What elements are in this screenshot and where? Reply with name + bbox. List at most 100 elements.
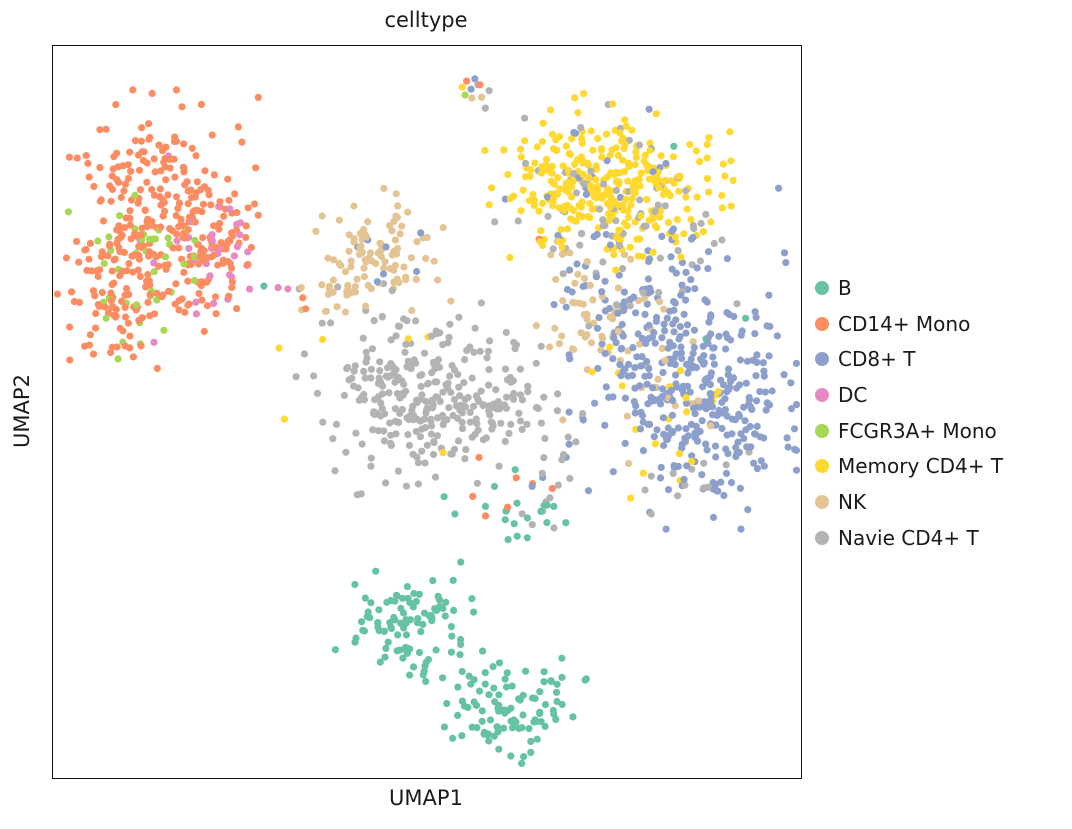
- scatter-point: [121, 224, 129, 232]
- scatter-point: [466, 418, 474, 426]
- scatter-point: [461, 356, 469, 364]
- scatter-point: [523, 420, 531, 428]
- scatter-point: [579, 170, 587, 178]
- scatter-point: [485, 201, 493, 209]
- scatter-point: [115, 227, 123, 235]
- scatter-point: [157, 223, 165, 231]
- scatter-point: [53, 290, 62, 298]
- scatter-point: [783, 434, 791, 442]
- scatter-point: [184, 200, 192, 208]
- legend-swatch-icon: [815, 280, 829, 295]
- scatter-point: [127, 167, 135, 175]
- scatter-point: [458, 732, 466, 740]
- scatter-point: [527, 166, 535, 174]
- scatter-point: [540, 393, 548, 401]
- scatter-point: [654, 201, 662, 209]
- scatter-point: [155, 141, 163, 149]
- scatter-point: [388, 287, 396, 295]
- scatter-point: [460, 379, 468, 387]
- scatter-point: [577, 124, 585, 132]
- scatter-point: [752, 372, 760, 380]
- scatter-point: [614, 327, 622, 335]
- scatter-point: [390, 278, 398, 286]
- scatter-point: [129, 353, 137, 361]
- scatter-point: [577, 153, 586, 161]
- scatter-point: [210, 171, 218, 179]
- legend-item-label: B: [838, 275, 852, 300]
- legend-item-label: DC: [838, 382, 868, 407]
- scatter-point: [675, 187, 683, 195]
- scatter-point: [378, 405, 386, 413]
- scatter-point: [184, 187, 192, 195]
- scatter-point: [731, 416, 739, 424]
- scatter-point: [135, 316, 143, 324]
- scatter-point: [517, 207, 525, 215]
- scatter-point: [318, 281, 326, 289]
- scatter-point: [210, 299, 218, 307]
- scatter-point: [608, 146, 616, 154]
- scatter-point: [350, 238, 358, 246]
- scatter-point: [664, 219, 673, 227]
- scatter-point: [595, 314, 603, 322]
- scatter-point: [709, 353, 717, 361]
- scatter-point: [620, 306, 628, 315]
- scatter-point: [572, 438, 580, 446]
- scatter-point: [744, 506, 752, 514]
- scatter-point: [674, 424, 683, 432]
- scatter-point: [768, 387, 776, 395]
- scatter-point: [683, 321, 692, 329]
- scatter-point: [671, 233, 679, 241]
- scatter-point: [250, 200, 259, 208]
- scatter-point: [688, 452, 696, 460]
- scatter-point: [700, 459, 708, 467]
- scatter-point: [537, 342, 545, 350]
- scatter-point: [576, 241, 584, 249]
- scatter-point: [402, 340, 410, 348]
- scatter-point: [345, 247, 353, 255]
- scatter-point: [417, 628, 425, 636]
- scatter-point: [721, 406, 730, 414]
- scatter-point: [379, 382, 387, 390]
- scatter-point: [404, 335, 412, 343]
- scatter-point: [227, 264, 236, 272]
- scatter-point: [636, 340, 644, 348]
- scatter-point: [552, 688, 561, 696]
- scatter-point: [501, 709, 509, 717]
- scatter-point: [718, 236, 726, 244]
- scatter-point: [626, 243, 634, 251]
- scatter-point: [391, 261, 399, 269]
- scatter-point: [423, 441, 431, 449]
- scatter-point: [429, 577, 437, 585]
- scatter-point: [684, 432, 692, 440]
- scatter-point: [566, 266, 574, 274]
- scatter-point: [406, 616, 414, 624]
- scatter-point: [396, 394, 404, 402]
- scatter-point: [457, 558, 465, 566]
- scatter-point: [246, 285, 254, 293]
- scatter-point: [562, 142, 570, 150]
- scatter-point: [663, 188, 672, 196]
- scatter-point: [683, 462, 691, 470]
- scatter-point: [396, 230, 404, 238]
- scatter-point: [657, 463, 665, 471]
- scatter-point: [439, 421, 447, 429]
- scatter-point: [664, 344, 672, 352]
- legend-item: Memory CD4+ T: [815, 448, 1003, 484]
- scatter-point: [547, 251, 555, 259]
- scatter-point: [319, 418, 327, 426]
- scatter-point: [485, 381, 493, 389]
- scatter-point: [367, 374, 375, 382]
- scatter-point: [627, 201, 635, 209]
- scatter-point: [151, 168, 159, 176]
- scatter-point: [391, 405, 399, 413]
- scatter-point: [570, 160, 579, 168]
- scatter-point: [190, 276, 198, 285]
- scatter-point: [787, 379, 795, 387]
- scatter-point: [430, 257, 438, 265]
- scatter-point: [254, 211, 262, 219]
- scatter-point: [481, 104, 489, 112]
- scatter-point: [481, 502, 489, 510]
- scatter-point: [491, 218, 499, 226]
- scatter-point: [674, 492, 682, 500]
- scatter-point: [586, 200, 594, 208]
